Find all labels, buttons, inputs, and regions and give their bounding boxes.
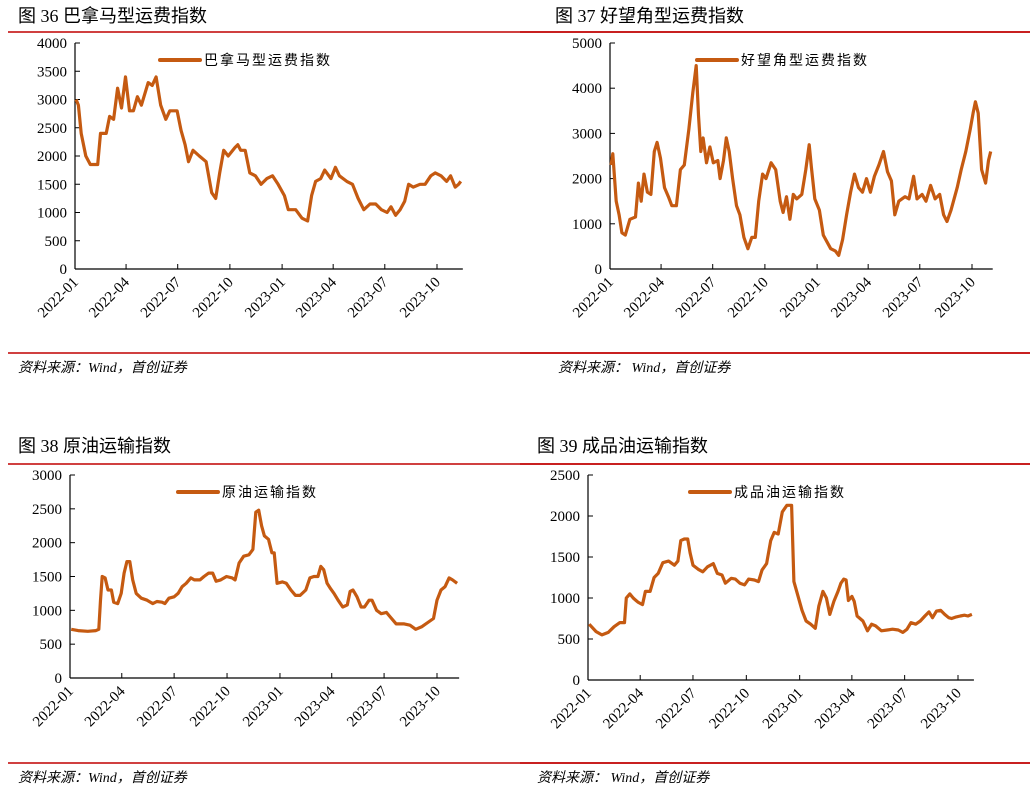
y-tick-label: 1500: [37, 177, 67, 193]
legend-label: 好望角型运费指数: [741, 53, 869, 69]
x-tick-label: 2023-04: [828, 274, 875, 321]
series-line: [588, 503, 973, 637]
chart-title: 图 36 巴拿马型运费指数: [18, 5, 207, 26]
source-note: 资料来源： Wind，首创证券: [558, 360, 731, 376]
legend-label: 成品油运输指数: [734, 485, 846, 501]
y-tick-label: 1000: [32, 603, 62, 619]
chart-title: 图 38 原油运输指数: [18, 436, 171, 456]
y-tick-label: 2500: [550, 468, 580, 484]
y-tick-label: 1500: [550, 550, 580, 566]
x-tick-label: 2022-01: [30, 684, 77, 731]
y-tick-label: 1000: [550, 591, 580, 607]
chart-title: 图 37 好望角型运费指数: [555, 6, 744, 26]
source-note: 资料来源：Wind，首创证券: [18, 770, 188, 786]
x-tick-label: 2022-10: [187, 684, 234, 731]
y-tick-label: 0: [55, 671, 63, 687]
series-line: [609, 63, 993, 257]
y-tick-label: 1000: [37, 206, 67, 222]
x-tick-label: 2023-07: [344, 683, 391, 730]
x-tick-label: 2023-01: [777, 275, 824, 322]
y-tick-label: 2000: [572, 172, 602, 188]
y-tick-label: 2500: [32, 502, 62, 518]
x-tick-label: 2022-07: [134, 683, 181, 730]
y-tick-label: 3000: [572, 126, 602, 142]
x-tick-label: 2022-01: [570, 275, 617, 322]
y-tick-label: 2000: [37, 149, 67, 165]
y-tick-label: 1000: [572, 217, 602, 233]
y-tick-label: 5000: [572, 36, 602, 52]
legend-label: 巴拿马型运费指数: [204, 52, 332, 69]
x-tick-label: 2022-01: [35, 275, 82, 322]
y-tick-label: 500: [45, 234, 68, 250]
x-tick-label: 2023-01: [242, 275, 289, 322]
x-tick-label: 2023-10: [397, 275, 444, 322]
y-tick-label: 2500: [37, 121, 67, 137]
y-tick-label: 500: [558, 632, 581, 648]
x-tick-label: 2022-07: [673, 274, 720, 321]
y-tick-label: 3000: [37, 93, 67, 109]
x-tick-label: 2022-04: [600, 685, 647, 732]
x-tick-label: 2023-10: [397, 684, 444, 731]
y-tick-label: 0: [60, 262, 68, 278]
x-tick-label: 2023-01: [760, 686, 807, 733]
y-tick-label: 0: [595, 262, 603, 278]
y-tick-label: 4000: [572, 81, 602, 97]
y-tick-label: 3000: [32, 468, 62, 484]
x-tick-label: 2022-07: [653, 685, 700, 732]
x-tick-label: 2023-10: [932, 275, 979, 322]
x-tick-label: 2022-10: [190, 275, 237, 322]
x-tick-label: 2023-04: [292, 683, 339, 730]
source-note: 资料来源：Wind，首创证券: [18, 360, 188, 376]
y-tick-label: 2000: [550, 509, 580, 525]
y-tick-label: 500: [40, 637, 63, 653]
y-tick-label: 0: [573, 673, 581, 689]
x-tick-label: 2022-07: [138, 274, 185, 321]
y-tick-label: 1500: [32, 570, 62, 586]
x-tick-label: 2022-04: [621, 274, 668, 321]
y-tick-label: 4000: [37, 36, 67, 52]
legend-label: 原油运输指数: [222, 485, 318, 501]
x-tick-label: 2023-01: [240, 684, 287, 731]
chart-title: 图 39 成品油运输指数: [537, 436, 708, 456]
x-tick-label: 2022-04: [86, 274, 133, 321]
x-tick-label: 2023-07: [865, 685, 912, 732]
series-line: [74, 75, 463, 223]
x-tick-label: 2023-04: [812, 685, 859, 732]
x-tick-label: 2022-10: [725, 275, 772, 322]
x-tick-label: 2023-04: [293, 274, 340, 321]
y-tick-label: 3500: [37, 64, 67, 80]
x-tick-label: 2022-10: [706, 686, 753, 733]
x-tick-label: 2022-01: [548, 686, 595, 733]
x-tick-label: 2023-07: [880, 274, 927, 321]
x-tick-label: 2023-10: [918, 686, 965, 733]
series-line: [70, 508, 459, 633]
x-tick-label: 2023-07: [345, 274, 392, 321]
source-note: 资料来源： Wind，首创证券: [537, 770, 710, 786]
y-tick-label: 2000: [32, 536, 62, 552]
x-tick-label: 2022-04: [82, 683, 129, 730]
